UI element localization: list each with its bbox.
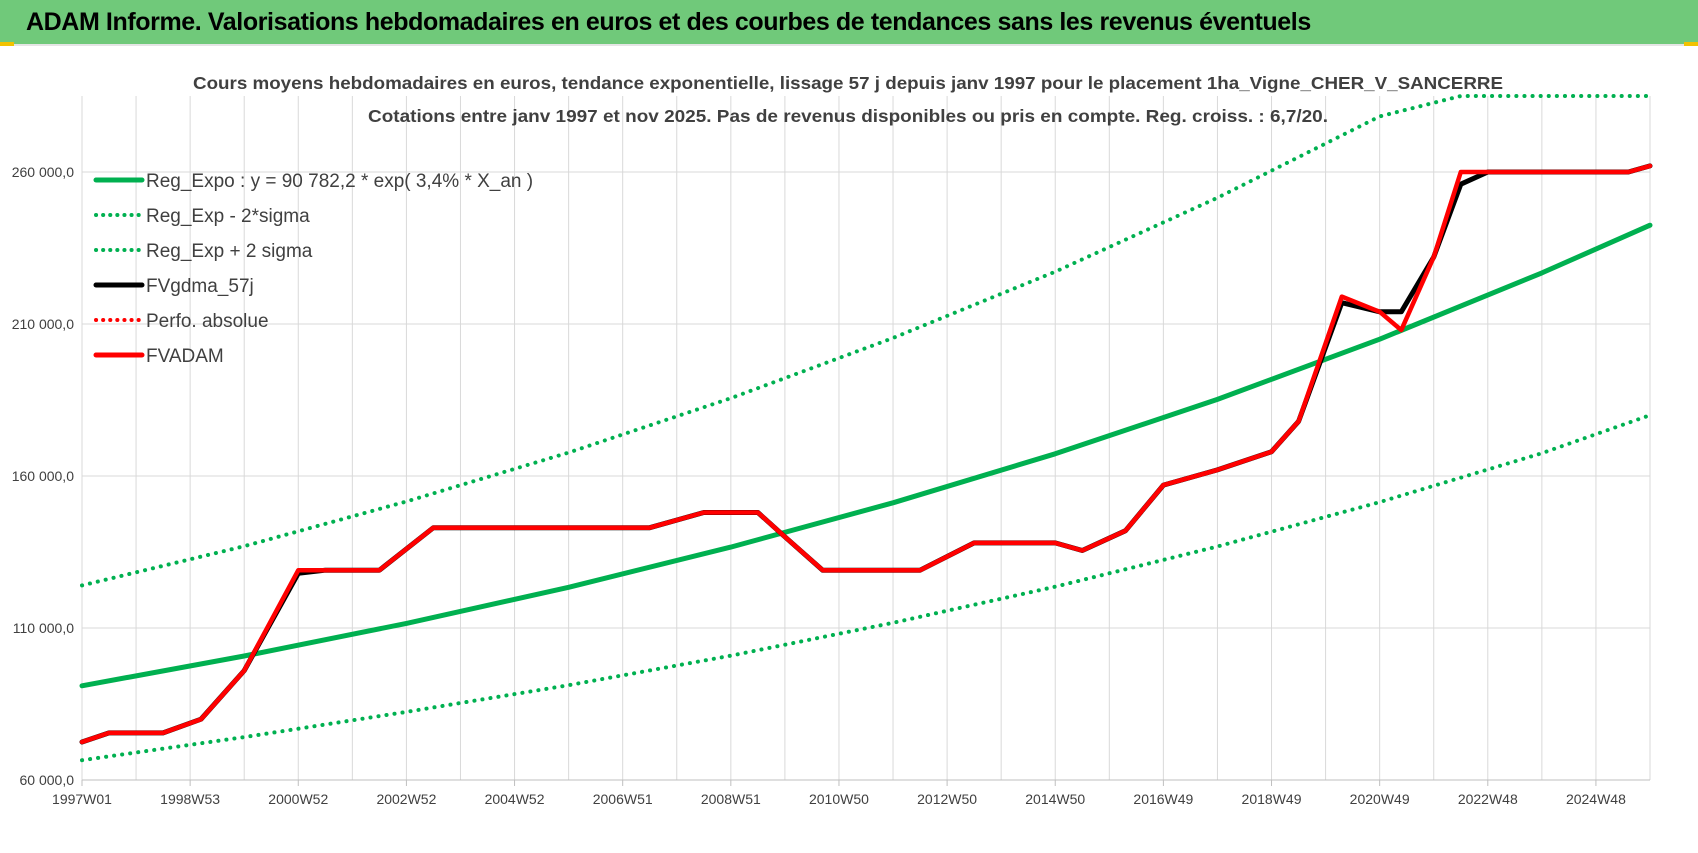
header-bar: ADAM Informe. Valorisations hebdomadaire… xyxy=(0,0,1698,46)
x-tick-label: 2000W52 xyxy=(268,791,328,807)
corner-marker-left xyxy=(0,42,14,48)
legend-label-reg_expo: Reg_Expo : y = 90 782,2 * exp( 3,4% * X_… xyxy=(146,171,533,192)
x-tick-label: 2016W49 xyxy=(1133,791,1193,807)
page-title: ADAM Informe. Valorisations hebdomadaire… xyxy=(26,8,1311,36)
x-tick-label: 2006W51 xyxy=(593,791,653,807)
x-tick-label: 2024W48 xyxy=(1566,791,1626,807)
x-tick-label: 2004W52 xyxy=(485,791,545,807)
x-tick-label: 1997W01 xyxy=(52,791,112,807)
chart-title-line2: Cotations entre janv 1997 et nov 2025. P… xyxy=(368,106,1328,126)
y-tick-label: 210 000,0 xyxy=(12,316,74,332)
legend-label-fvgdma: FVgdma_57j xyxy=(146,276,254,297)
legend-label-fvadam: FVADAM xyxy=(146,346,224,367)
chart-title-line1: Cours moyens hebdomadaires en euros, ten… xyxy=(193,73,1503,93)
x-tick-label: 1998W53 xyxy=(160,791,220,807)
x-tick-label: 2012W50 xyxy=(917,791,977,807)
corner-marker-right xyxy=(1684,42,1698,48)
x-tick-label: 2014W50 xyxy=(1025,791,1085,807)
chart-area: 60 000,0 110 000,0 160 000,0 210 000,0 260 0… xyxy=(0,46,1698,848)
y-tick-label: 110 000,0 xyxy=(13,620,74,636)
series-line-fvadam xyxy=(79,163,1653,745)
series-line-reg_plus xyxy=(80,94,1652,588)
x-tick-label: 2010W50 xyxy=(809,791,869,807)
legend-label-reg_plus: Reg_Exp + 2 sigma xyxy=(146,241,313,262)
y-tick-label: 60 000,0 xyxy=(20,772,75,788)
y-tick-label: 160 000,0 xyxy=(12,468,74,484)
line-chart: 60 000,0 110 000,0 160 000,0 210 000,0 260 0… xyxy=(0,46,1698,848)
x-tick-label: 2002W52 xyxy=(376,791,436,807)
x-tick-label: 2020W49 xyxy=(1350,791,1410,807)
y-tick-label: 260 000,0 xyxy=(12,164,74,180)
legend-label-perfo: Perfo. absolue xyxy=(146,311,269,332)
legend-label-reg_minus: Reg_Exp - 2*sigma xyxy=(146,206,310,227)
x-tick-label: 2022W48 xyxy=(1458,791,1518,807)
series-line-reg_expo xyxy=(79,222,1653,689)
x-tick-label: 2008W51 xyxy=(701,791,761,807)
chart-legend: Reg_Expo : y = 90 782,2 * exp( 3,4% * X_… xyxy=(93,171,533,367)
x-tick-label: 2018W49 xyxy=(1242,791,1302,807)
